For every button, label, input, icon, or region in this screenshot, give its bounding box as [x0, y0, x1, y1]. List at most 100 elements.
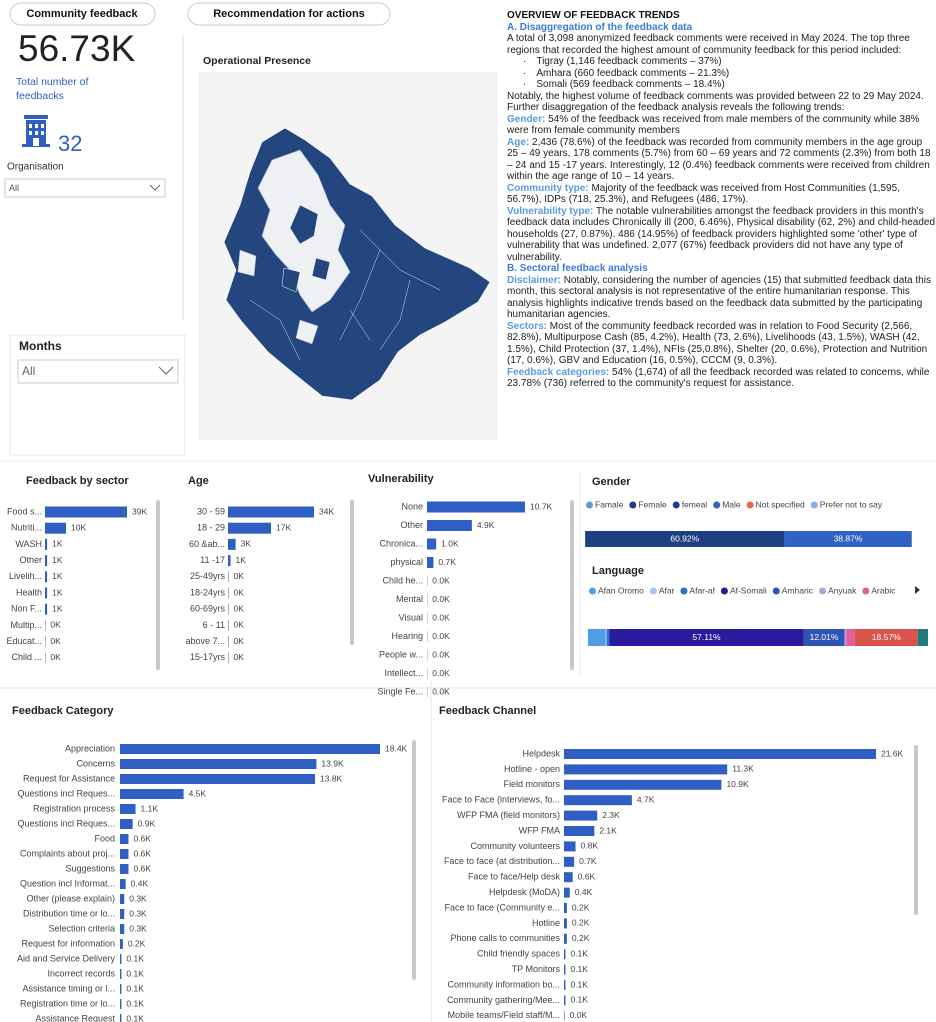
- paragraph: Gender: 54% of the feedback was received…: [507, 114, 935, 137]
- organisation-count: 32: [58, 131, 82, 156]
- category-label: Hotline: [532, 918, 560, 928]
- chart-title: Feedback by sector: [26, 475, 129, 487]
- category-label: Child friendly spaces: [477, 949, 561, 959]
- bar: [120, 984, 122, 994]
- feedback-button[interactable]: [9, 2, 156, 26]
- scrollbar: [570, 500, 574, 670]
- bar: [120, 834, 129, 844]
- data-label: 0.1K: [126, 953, 144, 963]
- data-label: 0.7K: [438, 557, 456, 567]
- bar: [120, 774, 315, 784]
- data-label: 0.6K: [578, 871, 596, 881]
- paragraph: Community type: Majority of the feedback…: [507, 183, 935, 206]
- legend-label: Afar-af: [689, 585, 715, 595]
- legend-marker: [720, 587, 728, 595]
- bar: [45, 555, 48, 567]
- paragraph-label: Gender:: [507, 113, 546, 125]
- bar: [228, 603, 229, 615]
- recommendation-button-label[interactable]: Recommendation for actions: [213, 8, 365, 20]
- data-label: 17K: [276, 522, 291, 532]
- category-label: Complaints about proj...: [20, 848, 115, 858]
- category-label: WFP FMA (field monitors): [457, 810, 560, 820]
- dropdown-arrow[interactable]: [149, 184, 161, 191]
- chart-title: Vulnerability: [368, 473, 434, 485]
- scrollbar: [412, 740, 416, 980]
- paragraph: Age: 2,436 (78.6%) of the feedback was r…: [507, 137, 935, 183]
- data-label: 0.3K: [129, 908, 147, 918]
- category-label: Phone calls to communities: [450, 933, 560, 943]
- category-label: 18 - 29: [197, 523, 225, 533]
- data-label: 0K: [234, 652, 245, 662]
- data-label: 21.6K: [881, 748, 904, 758]
- bar: [120, 909, 125, 919]
- bar: [45, 522, 67, 534]
- bar-segment: [609, 629, 804, 646]
- bar-segment: [606, 629, 610, 646]
- organisation-slicer[interactable]: [4, 178, 166, 198]
- data-label: 0K: [50, 620, 61, 630]
- category-label: Mobile teams/Field staff/M...: [448, 1010, 560, 1020]
- map: [223, 127, 491, 401]
- bar: [228, 506, 314, 518]
- recommendation-button[interactable]: [187, 2, 391, 26]
- data-label: 0.4K: [131, 878, 149, 888]
- chart-title: Gender: [592, 476, 631, 488]
- section-heading: B. Sectoral feedback analysis: [507, 263, 648, 274]
- category-label: 25-49yrs: [190, 571, 226, 581]
- category-label: Chronica...: [379, 538, 423, 548]
- data-label: 2.1K: [599, 825, 617, 835]
- organisation-slicer-value[interactable]: All: [9, 183, 19, 193]
- months-slicer[interactable]: [17, 359, 179, 384]
- bar: [564, 903, 567, 913]
- bar: [564, 918, 567, 929]
- legend-marker: [680, 587, 688, 595]
- bar: [45, 571, 48, 583]
- data-label: 0K: [234, 620, 245, 630]
- category-label: 60 &ab...: [189, 539, 225, 549]
- dropdown-arrow[interactable]: [158, 366, 174, 375]
- data-label: 10.7K: [530, 501, 553, 511]
- bar: [120, 744, 380, 754]
- data-label: 0.3K: [129, 923, 147, 933]
- category-label: Helpdesk: [522, 748, 560, 758]
- bar: [564, 764, 728, 775]
- paragraph: Feedback categories: 54% (1,674) of all …: [507, 367, 935, 390]
- legend-marker: [589, 587, 596, 595]
- bar: [120, 939, 123, 949]
- data-label: 1.1K: [141, 803, 159, 813]
- bar-segment: [803, 629, 845, 646]
- bar-segment: [854, 629, 918, 646]
- category-label: 60-69yrs: [190, 604, 226, 614]
- paragraph: Sectors: Most of the community feedback …: [507, 321, 935, 367]
- bar-segment: [846, 629, 855, 646]
- data-label: 1K: [52, 539, 63, 549]
- legend-marker: [649, 587, 657, 595]
- data-label: 0.1K: [570, 995, 588, 1005]
- data-label: 0.1K: [126, 1013, 144, 1022]
- total-value: 56.73K: [18, 28, 136, 69]
- paragraph: Vulnerability type: The notable vulnerab…: [507, 206, 935, 264]
- organisation-icon: [22, 115, 50, 147]
- legend-next-arrow[interactable]: [915, 586, 920, 594]
- category-label: Community volunteers: [470, 841, 560, 851]
- category-label: Community gathering/Mee...: [447, 995, 560, 1005]
- category-label: People w...: [379, 649, 423, 659]
- legend-label: Amharic: [782, 585, 814, 595]
- category-label: Registration time or lo...: [20, 998, 115, 1008]
- data-label: 0.1K: [126, 968, 144, 978]
- data-label: 11.3K: [732, 764, 754, 774]
- bar: [228, 652, 229, 664]
- category-label: 15-17yrs: [190, 652, 226, 662]
- category-label: Mental: [396, 594, 423, 604]
- months-slicer-value[interactable]: All: [22, 364, 35, 378]
- feedback-button-label[interactable]: Community feedback: [26, 8, 138, 20]
- legend-label: Afan Oromo: [598, 585, 644, 595]
- data-label: 4.5K: [189, 788, 207, 798]
- category-label: Appreciation: [65, 743, 115, 753]
- bar-segment: [588, 629, 606, 646]
- paragraph-text: 2,436 (78.6%) of the feedback was record…: [507, 136, 931, 183]
- category-label: Suggestions: [65, 863, 115, 873]
- category-label: Single Fe...: [377, 686, 423, 696]
- category-label: Other: [19, 555, 42, 565]
- category-label: Questions incl Reques...: [17, 788, 115, 798]
